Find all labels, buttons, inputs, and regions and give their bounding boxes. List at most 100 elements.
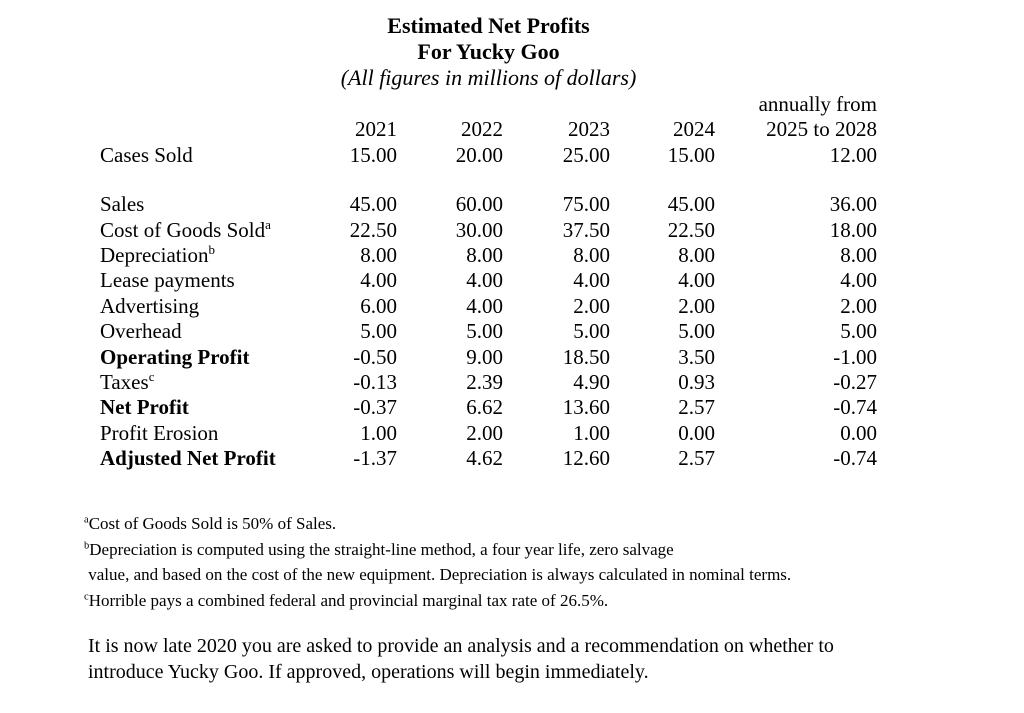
table-row: Lease payments 4.00 4.00 4.00 4.00 4.00 — [100, 268, 877, 293]
cell-value: 4.00 — [678, 268, 715, 293]
cell-value: 3.50 — [678, 344, 715, 369]
cell-value: -0.27 — [833, 370, 877, 395]
cell-value: 1.00 — [360, 420, 397, 445]
cell-value: 4.00 — [466, 293, 503, 318]
title-subtitle: (All figures in millions of dollars) — [340, 65, 637, 90]
cell-value: 4.90 — [573, 370, 610, 395]
cell-value: 75.00 — [562, 192, 610, 217]
cell-value: 2.39 — [466, 370, 503, 395]
cell-value: 22.50 — [667, 217, 715, 242]
cell-value: 8.00 — [360, 243, 397, 268]
cell-value: -0.74 — [833, 446, 877, 471]
cell-value: 18.00 — [829, 217, 877, 242]
row-label: Profit Erosion — [100, 420, 219, 445]
cell-value: 6.00 — [360, 293, 397, 318]
instruction-paragraph: It is now late 2020 you are asked to pro… — [88, 633, 948, 685]
cell-value: 2.00 — [678, 293, 715, 318]
row-label: Sales — [100, 192, 145, 217]
footnote-marker: a — [265, 216, 271, 232]
col-header-2023: 2023 — [568, 117, 610, 142]
row-label: Adjusted Net Profit — [100, 446, 276, 471]
cell-value: 0.00 — [678, 420, 715, 445]
cell-value: 30.00 — [455, 217, 503, 242]
net-profits-table: annually from 2021 2022 2023 2024 2025 t… — [100, 92, 877, 472]
table-row: Taxesc -0.13 2.39 4.90 0.93 -0.27 — [100, 370, 877, 395]
table-row: Cost of Goods Solda 22.50 30.00 37.50 22.50 1… — [100, 218, 877, 243]
cell-value: 4.62 — [466, 446, 503, 471]
cell-value: -1.37 — [353, 446, 397, 471]
spacer-row — [100, 168, 877, 192]
annual-note-row: annually from — [100, 92, 877, 117]
footnote-marker: c — [84, 591, 89, 603]
col-header-2022: 2022 — [461, 117, 503, 142]
table-row: Cases Sold 15.00 20.00 25.00 15.00 12.00 — [100, 143, 877, 168]
cell-value: -0.13 — [353, 370, 397, 395]
row-label: Overhead — [100, 319, 182, 344]
row-label: Operating Profit — [100, 344, 250, 369]
footnote-marker: a — [84, 514, 89, 526]
title-line-2: For Yucky Goo — [417, 39, 560, 64]
row-label: Net Profit — [100, 395, 189, 420]
row-label: Cost of Goods Solda — [100, 216, 271, 242]
col-header-2021: 2021 — [355, 117, 397, 142]
row-label: Taxesc — [100, 369, 155, 395]
footnote-marker: c — [148, 369, 155, 385]
cell-value: 22.50 — [349, 217, 397, 242]
cell-value: 12.00 — [829, 142, 877, 167]
table-row: Profit Erosion 1.00 2.00 1.00 0.00 0.00 — [100, 421, 877, 446]
year-header-row: 2021 2022 2023 2024 2025 to 2028 — [100, 117, 877, 142]
cell-value: 4.00 — [466, 268, 503, 293]
cell-value: 9.00 — [466, 344, 503, 369]
row-label: Depreciationb — [100, 242, 215, 268]
cell-value: 12.60 — [562, 446, 610, 471]
cell-value: 45.00 — [667, 192, 715, 217]
row-label: Advertising — [100, 293, 200, 318]
cell-value: 2.00 — [466, 420, 503, 445]
cell-value: 20.00 — [455, 142, 503, 167]
cell-value: 18.50 — [562, 344, 610, 369]
cell-value: 2.57 — [678, 395, 715, 420]
row-label: Lease payments — [100, 268, 235, 293]
cell-value: 5.00 — [573, 319, 610, 344]
cell-value: 1.00 — [573, 420, 610, 445]
paragraph-line: introduce Yucky Goo. If approved, operat… — [88, 661, 649, 683]
cell-value: 15.00 — [667, 142, 715, 167]
footnote-marker: b — [84, 540, 90, 552]
cell-value: 8.00 — [840, 243, 877, 268]
cell-value: -0.50 — [353, 344, 397, 369]
table-row: Net Profit -0.37 6.62 13.60 2.57 -0.74 — [100, 395, 877, 420]
report-title-block: Estimated Net Profits For Yucky Goo (All… — [100, 13, 877, 91]
annual-note-label: annually from — [758, 92, 877, 116]
footnote-line: cHorrible pays a combined federal and pr… — [84, 591, 609, 611]
table-row: Adjusted Net Profit -1.37 4.62 12.60 2.57 -0.… — [100, 446, 877, 471]
cell-value: 5.00 — [360, 319, 397, 344]
table-row: Overhead 5.00 5.00 5.00 5.00 5.00 — [100, 319, 877, 344]
table-row: Operating Profit -0.50 9.00 18.50 3.50 -1.00 — [100, 345, 877, 370]
table-row: Sales 45.00 60.00 75.00 45.00 36.00 — [100, 192, 877, 217]
cell-value: 15.00 — [349, 142, 397, 167]
cell-value: 8.00 — [573, 243, 610, 268]
paragraph-line: It is now late 2020 you are asked to pro… — [88, 635, 834, 657]
cell-value: -0.74 — [833, 395, 877, 420]
footnote-marker: b — [208, 242, 215, 258]
cell-value: 25.00 — [562, 142, 610, 167]
cell-value: -0.37 — [353, 395, 397, 420]
cell-value: 37.50 — [562, 217, 610, 242]
cell-value: 2.00 — [573, 293, 610, 318]
cell-value: 45.00 — [349, 192, 397, 217]
cell-value: 36.00 — [829, 192, 877, 217]
cell-value: 4.00 — [840, 268, 877, 293]
footnotes-block: aCost of Goods Sold is 50% of Sales. bDep… — [84, 511, 944, 614]
cell-value: 6.62 — [466, 395, 503, 420]
title-line-1: Estimated Net Profits — [387, 13, 590, 38]
cell-value: 2.00 — [840, 293, 877, 318]
row-label: Cases Sold — [100, 142, 193, 167]
cell-value: 2.57 — [678, 446, 715, 471]
cell-value: 0.93 — [678, 370, 715, 395]
cell-value: 5.00 — [678, 319, 715, 344]
cell-value: 5.00 — [840, 319, 877, 344]
table-row: Depreciationb 8.00 8.00 8.00 8.00 8.00 — [100, 243, 877, 268]
cell-value: 4.00 — [573, 268, 610, 293]
cell-value: 13.60 — [562, 395, 610, 420]
